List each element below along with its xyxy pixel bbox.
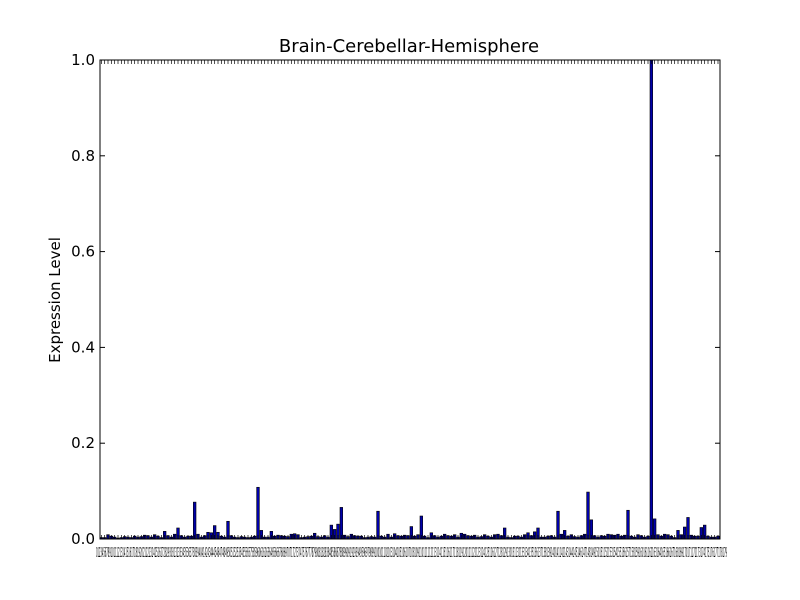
bar-47 [256,486,260,540]
axis-ticks [100,59,720,540]
bar-158 [626,509,630,540]
y-tick-label-0: 0.0 [71,530,95,548]
bars-group [99,59,720,540]
chart-title: Brain-Cerebellar-Hemisphere [279,36,539,57]
y-tick-labels: 0.0 0.2 0.4 0.6 0.8 1.0 [71,51,95,548]
bar-137 [556,510,560,540]
y-tick-label-2: 0.4 [71,338,95,356]
bar-28 [193,501,197,540]
x-tick-labels: 0123456789101112131415161718192021222324… [96,546,727,561]
y-tick-label-4: 0.8 [71,147,95,165]
y-tick-label-5: 1.0 [71,51,95,69]
y-tick-label-1: 0.2 [71,434,95,452]
y-axis-label: Expression Level [46,237,64,363]
bar-72 [339,507,343,540]
y-tick-label-3: 0.6 [71,243,95,261]
plot-frame [99,59,721,540]
bar-165 [649,59,653,540]
bar-146 [586,491,590,540]
bar-83 [376,510,380,540]
